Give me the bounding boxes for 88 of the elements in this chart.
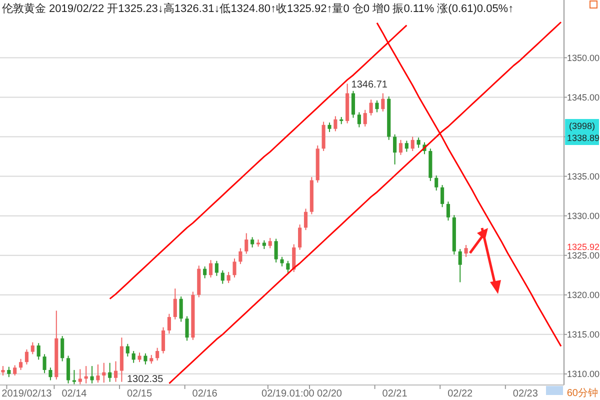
x-tick-label: 02/15 [127, 388, 152, 400]
text: 60分钟 [566, 387, 598, 399]
candlestick [214, 260, 218, 276]
candlestick [126, 343, 130, 358]
candlestick [48, 367, 52, 381]
candlestick [416, 137, 420, 148]
candlestick [244, 232, 248, 254]
candlestick [381, 92, 385, 112]
candlestick [90, 366, 94, 384]
candlestick [322, 121, 326, 152]
candlestick [72, 369, 76, 385]
candlestick [60, 335, 64, 362]
candlestick [363, 109, 367, 127]
candlestick [7, 366, 11, 378]
x-tick-label: 02/21 [382, 388, 408, 400]
candlestick [393, 134, 397, 165]
chart-title: 伦敦黄金 2019/02/22 开1325.23↓高1326.31↓低1324.80↑收1325.92↑量0 仓0 增0 振0.11% 涨(0.61)0.05%↑ [2, 2, 514, 15]
y-tick-label: 1330.00 [567, 210, 600, 221]
candlestick [138, 352, 142, 363]
candlestick [446, 201, 450, 222]
candlestick [464, 244, 468, 258]
text: 1325.92 [567, 242, 600, 252]
candlestick [375, 100, 379, 113]
candlestick [304, 208, 308, 231]
candlestick [398, 139, 403, 156]
y-tick-label: 1320.00 [567, 290, 600, 300]
candlestick [268, 237, 272, 249]
candlestick [13, 364, 17, 376]
candlestick [404, 140, 408, 152]
candlestick [298, 224, 302, 250]
y-tick-label: 1325.00 [567, 250, 600, 260]
candlestick [328, 122, 332, 133]
candlestick [351, 90, 356, 118]
candlestick [357, 112, 361, 128]
candlestick [280, 256, 284, 267]
candlestick [24, 348, 28, 365]
candlestick [156, 347, 160, 361]
candlestick [173, 288, 177, 320]
y-tick-label: 1335.00 [567, 171, 600, 182]
candlestick [66, 355, 70, 384]
candlestick [179, 296, 183, 322]
text: 1338.89 [567, 133, 600, 143]
annotation: 1346.71 [351, 80, 388, 91]
x-tick-label: 02/14 [62, 388, 88, 400]
candlestick [36, 342, 40, 360]
x-tick-label: 02/22 [448, 388, 474, 400]
candlestick [96, 364, 100, 384]
candlestick [250, 236, 254, 248]
candlestick [410, 136, 414, 152]
candlestick [208, 260, 213, 278]
candlestick [167, 313, 171, 334]
candlestick [369, 99, 373, 116]
x-tick-label: 02/20 [316, 388, 342, 400]
candlestick [102, 362, 106, 384]
candlestick [161, 326, 166, 354]
candlestick [286, 260, 290, 274]
line-series [168, 21, 562, 384]
y-tick-label: 1315.00 [567, 330, 600, 340]
candlestick [220, 270, 224, 284]
candlestick [19, 358, 23, 370]
candlestick [232, 258, 236, 278]
candlestick [108, 362, 112, 382]
candlestick [78, 368, 82, 385]
x-tick-label: 2019/02/13 [2, 388, 52, 400]
x-tick-label: 02/19.01:00 [262, 388, 315, 400]
candlestick [434, 175, 438, 192]
candlestick [226, 271, 230, 284]
candlestick [238, 248, 242, 265]
annotation: 1302.35 [127, 374, 164, 385]
x-tick-label: 02/23 [512, 388, 538, 400]
candlestick [203, 266, 207, 279]
candlestick [42, 354, 46, 374]
candlestick [274, 238, 278, 263]
candlestick [440, 184, 444, 208]
y-tick-label: 1310.00 [567, 369, 600, 380]
candlestick [132, 350, 136, 364]
candlestick [458, 248, 462, 283]
candlestick [185, 316, 189, 342]
candlestick [30, 342, 34, 355]
candlestick [292, 244, 296, 272]
x-tick-label: 02/16 [192, 388, 218, 400]
candlestick [1, 366, 5, 376]
candlestick [334, 116, 338, 132]
candlestick [114, 360, 118, 382]
y-tick-label: 1350.00 [567, 52, 600, 63]
candlestick [144, 352, 148, 365]
text: (3998) [569, 121, 596, 131]
y-tick-label: 1345.00 [567, 92, 600, 102]
